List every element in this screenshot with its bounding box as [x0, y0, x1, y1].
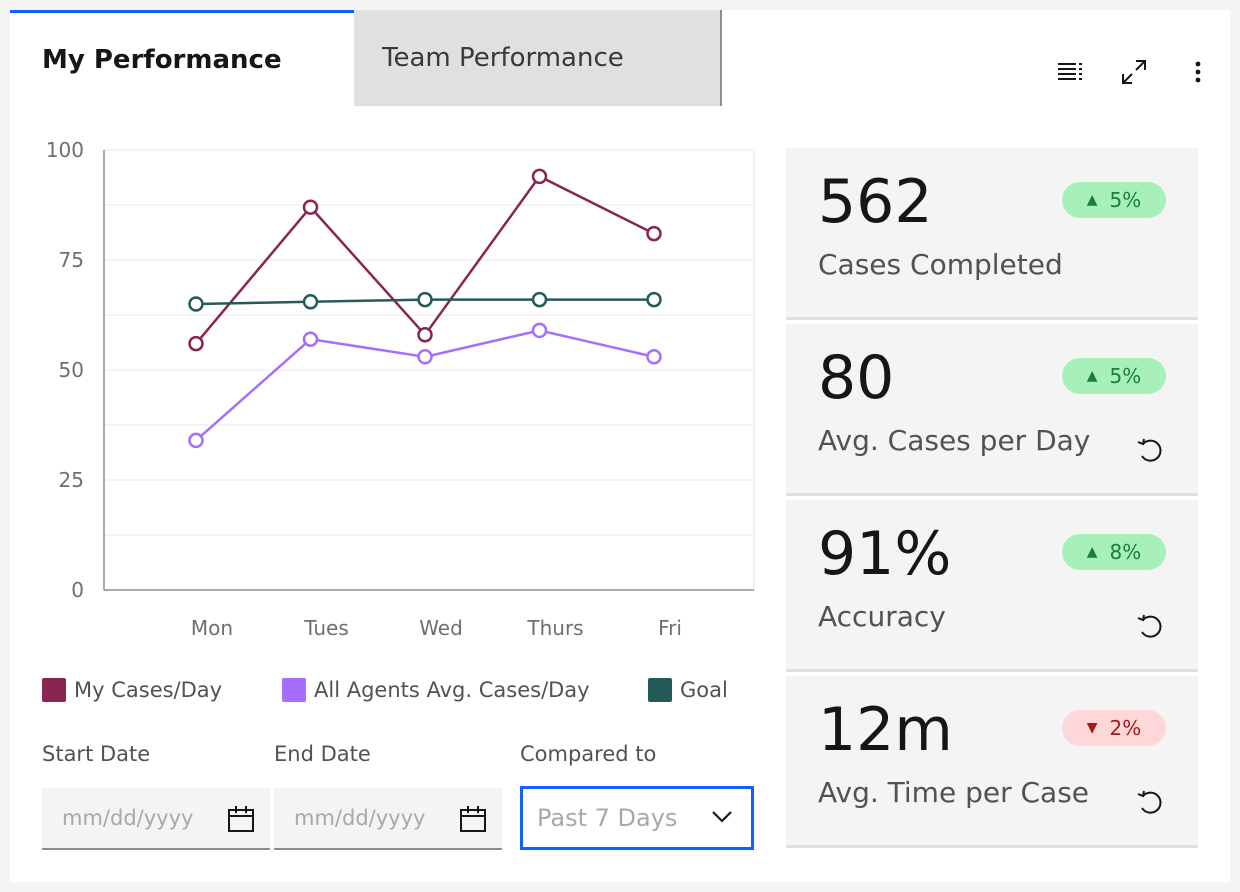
metric-avg-time-per-case: 12m Avg. Time per Case ▼ 2%: [786, 676, 1198, 848]
reset-icon[interactable]: [1134, 434, 1166, 466]
legend-item-goal[interactable]: Goal: [648, 678, 728, 702]
reset-icon[interactable]: [1134, 786, 1166, 818]
end-date-input[interactable]: mm/dd/yyyy: [274, 788, 502, 850]
change-value: 5%: [1109, 188, 1142, 212]
start-date-label: Start Date: [42, 742, 151, 766]
reset-icon[interactable]: [1134, 610, 1166, 642]
data-point-my-cases-day: [531, 168, 548, 185]
start-date-placeholder: mm/dd/yyyy: [62, 806, 194, 830]
metric-value: 80: [818, 343, 895, 413]
tab-label: Team Performance: [382, 43, 624, 73]
tab-label: My Performance: [42, 44, 282, 75]
x-tick-label: Wed: [419, 616, 463, 640]
list-view-icon[interactable]: [1054, 56, 1086, 88]
legend-swatch: [648, 678, 672, 702]
data-point-goal: [188, 296, 204, 312]
arrow-up-icon: ▲: [1086, 544, 1098, 560]
y-tick-label: 0: [71, 578, 84, 602]
metric-label: Accuracy: [818, 600, 946, 633]
tab-team-performance[interactable]: Team Performance: [354, 10, 722, 106]
y-tick-label: 100: [46, 138, 84, 162]
x-tick-label: Fri: [658, 616, 682, 640]
metric-avg-cases-per-day: 80 Avg. Cases per Day ▲ 5%: [786, 324, 1198, 496]
data-point-my-cases-day: [188, 335, 204, 352]
change-value: 5%: [1109, 364, 1142, 388]
data-point-goal: [646, 291, 662, 308]
start-date-input[interactable]: mm/dd/yyyy: [42, 788, 270, 850]
data-point-all-agents-avg-cases-day: [188, 432, 204, 449]
legend-item-my-cases[interactable]: My Cases/Day: [42, 678, 222, 702]
overflow-menu-icon[interactable]: [1182, 56, 1214, 88]
data-point-goal: [302, 294, 319, 310]
metric-value: 562: [818, 167, 933, 237]
calendar-icon[interactable]: [226, 804, 256, 834]
chevron-down-icon: [712, 811, 732, 823]
metric-label: Cases Completed: [818, 248, 1063, 281]
legend-label: Goal: [680, 678, 728, 702]
legend-label: All Agents Avg. Cases/Day: [314, 678, 590, 702]
x-tick-label: Thurs: [526, 616, 583, 640]
arrow-up-icon: ▲: [1086, 192, 1098, 208]
change-badge: ▲ 5%: [1062, 358, 1166, 394]
metric-cases-completed: 562 Cases Completed ▲ 5%: [786, 148, 1198, 320]
data-point-all-agents-avg-cases-day: [417, 349, 433, 365]
metric-accuracy: 91% Accuracy ▲ 8%: [786, 500, 1198, 672]
y-tick-label: 50: [59, 358, 84, 382]
arrow-down-icon: ▼: [1086, 720, 1098, 736]
compared-to-label: Compared to: [520, 742, 657, 766]
data-point-goal: [531, 291, 548, 308]
end-date-placeholder: mm/dd/yyyy: [294, 806, 426, 830]
data-point-my-cases-day: [302, 199, 319, 215]
tab-my-performance[interactable]: My Performance: [10, 10, 354, 106]
calendar-icon[interactable]: [458, 804, 488, 834]
data-point-my-cases-day: [646, 225, 662, 242]
arrow-up-icon: ▲: [1086, 368, 1098, 384]
x-tick-label: Mon: [191, 616, 233, 640]
data-point-all-agents-avg-cases-day: [531, 322, 548, 339]
maximize-icon[interactable]: [1118, 56, 1150, 88]
metric-label: Avg. Cases per Day: [818, 424, 1091, 457]
change-badge: ▲ 8%: [1062, 534, 1166, 570]
data-point-my-cases-day: [417, 327, 433, 343]
data-point-all-agents-avg-cases-day: [302, 331, 319, 347]
performance-card: My Performance Team Performance 0 25 50 75 1…: [10, 10, 1230, 882]
y-tick-label: 75: [59, 248, 84, 272]
x-tick-label: Tues: [303, 616, 349, 640]
line-chart: 0 25 50 75 100 Mon Tues Wed Thurs Fri: [46, 138, 755, 640]
data-point-all-agents-avg-cases-day: [646, 349, 662, 365]
compared-to-value: Past 7 Days: [537, 804, 678, 832]
compared-to-select[interactable]: Past 7 Days: [520, 786, 754, 850]
legend-label: My Cases/Day: [74, 678, 223, 702]
legend-item-all-agents[interactable]: All Agents Avg. Cases/Day: [282, 678, 590, 702]
end-date-label: End Date: [274, 742, 371, 766]
metric-label: Avg. Time per Case: [818, 776, 1090, 809]
change-badge: ▲ 5%: [1062, 182, 1166, 218]
metric-value: 12m: [818, 695, 953, 765]
legend-swatch: [282, 678, 306, 702]
data-point-goal: [417, 291, 433, 308]
legend-swatch: [42, 678, 66, 702]
change-value: 8%: [1109, 540, 1142, 564]
change-badge: ▼ 2%: [1062, 710, 1166, 746]
metric-value: 91%: [818, 519, 952, 589]
y-tick-label: 25: [59, 468, 84, 492]
change-value: 2%: [1109, 716, 1142, 740]
